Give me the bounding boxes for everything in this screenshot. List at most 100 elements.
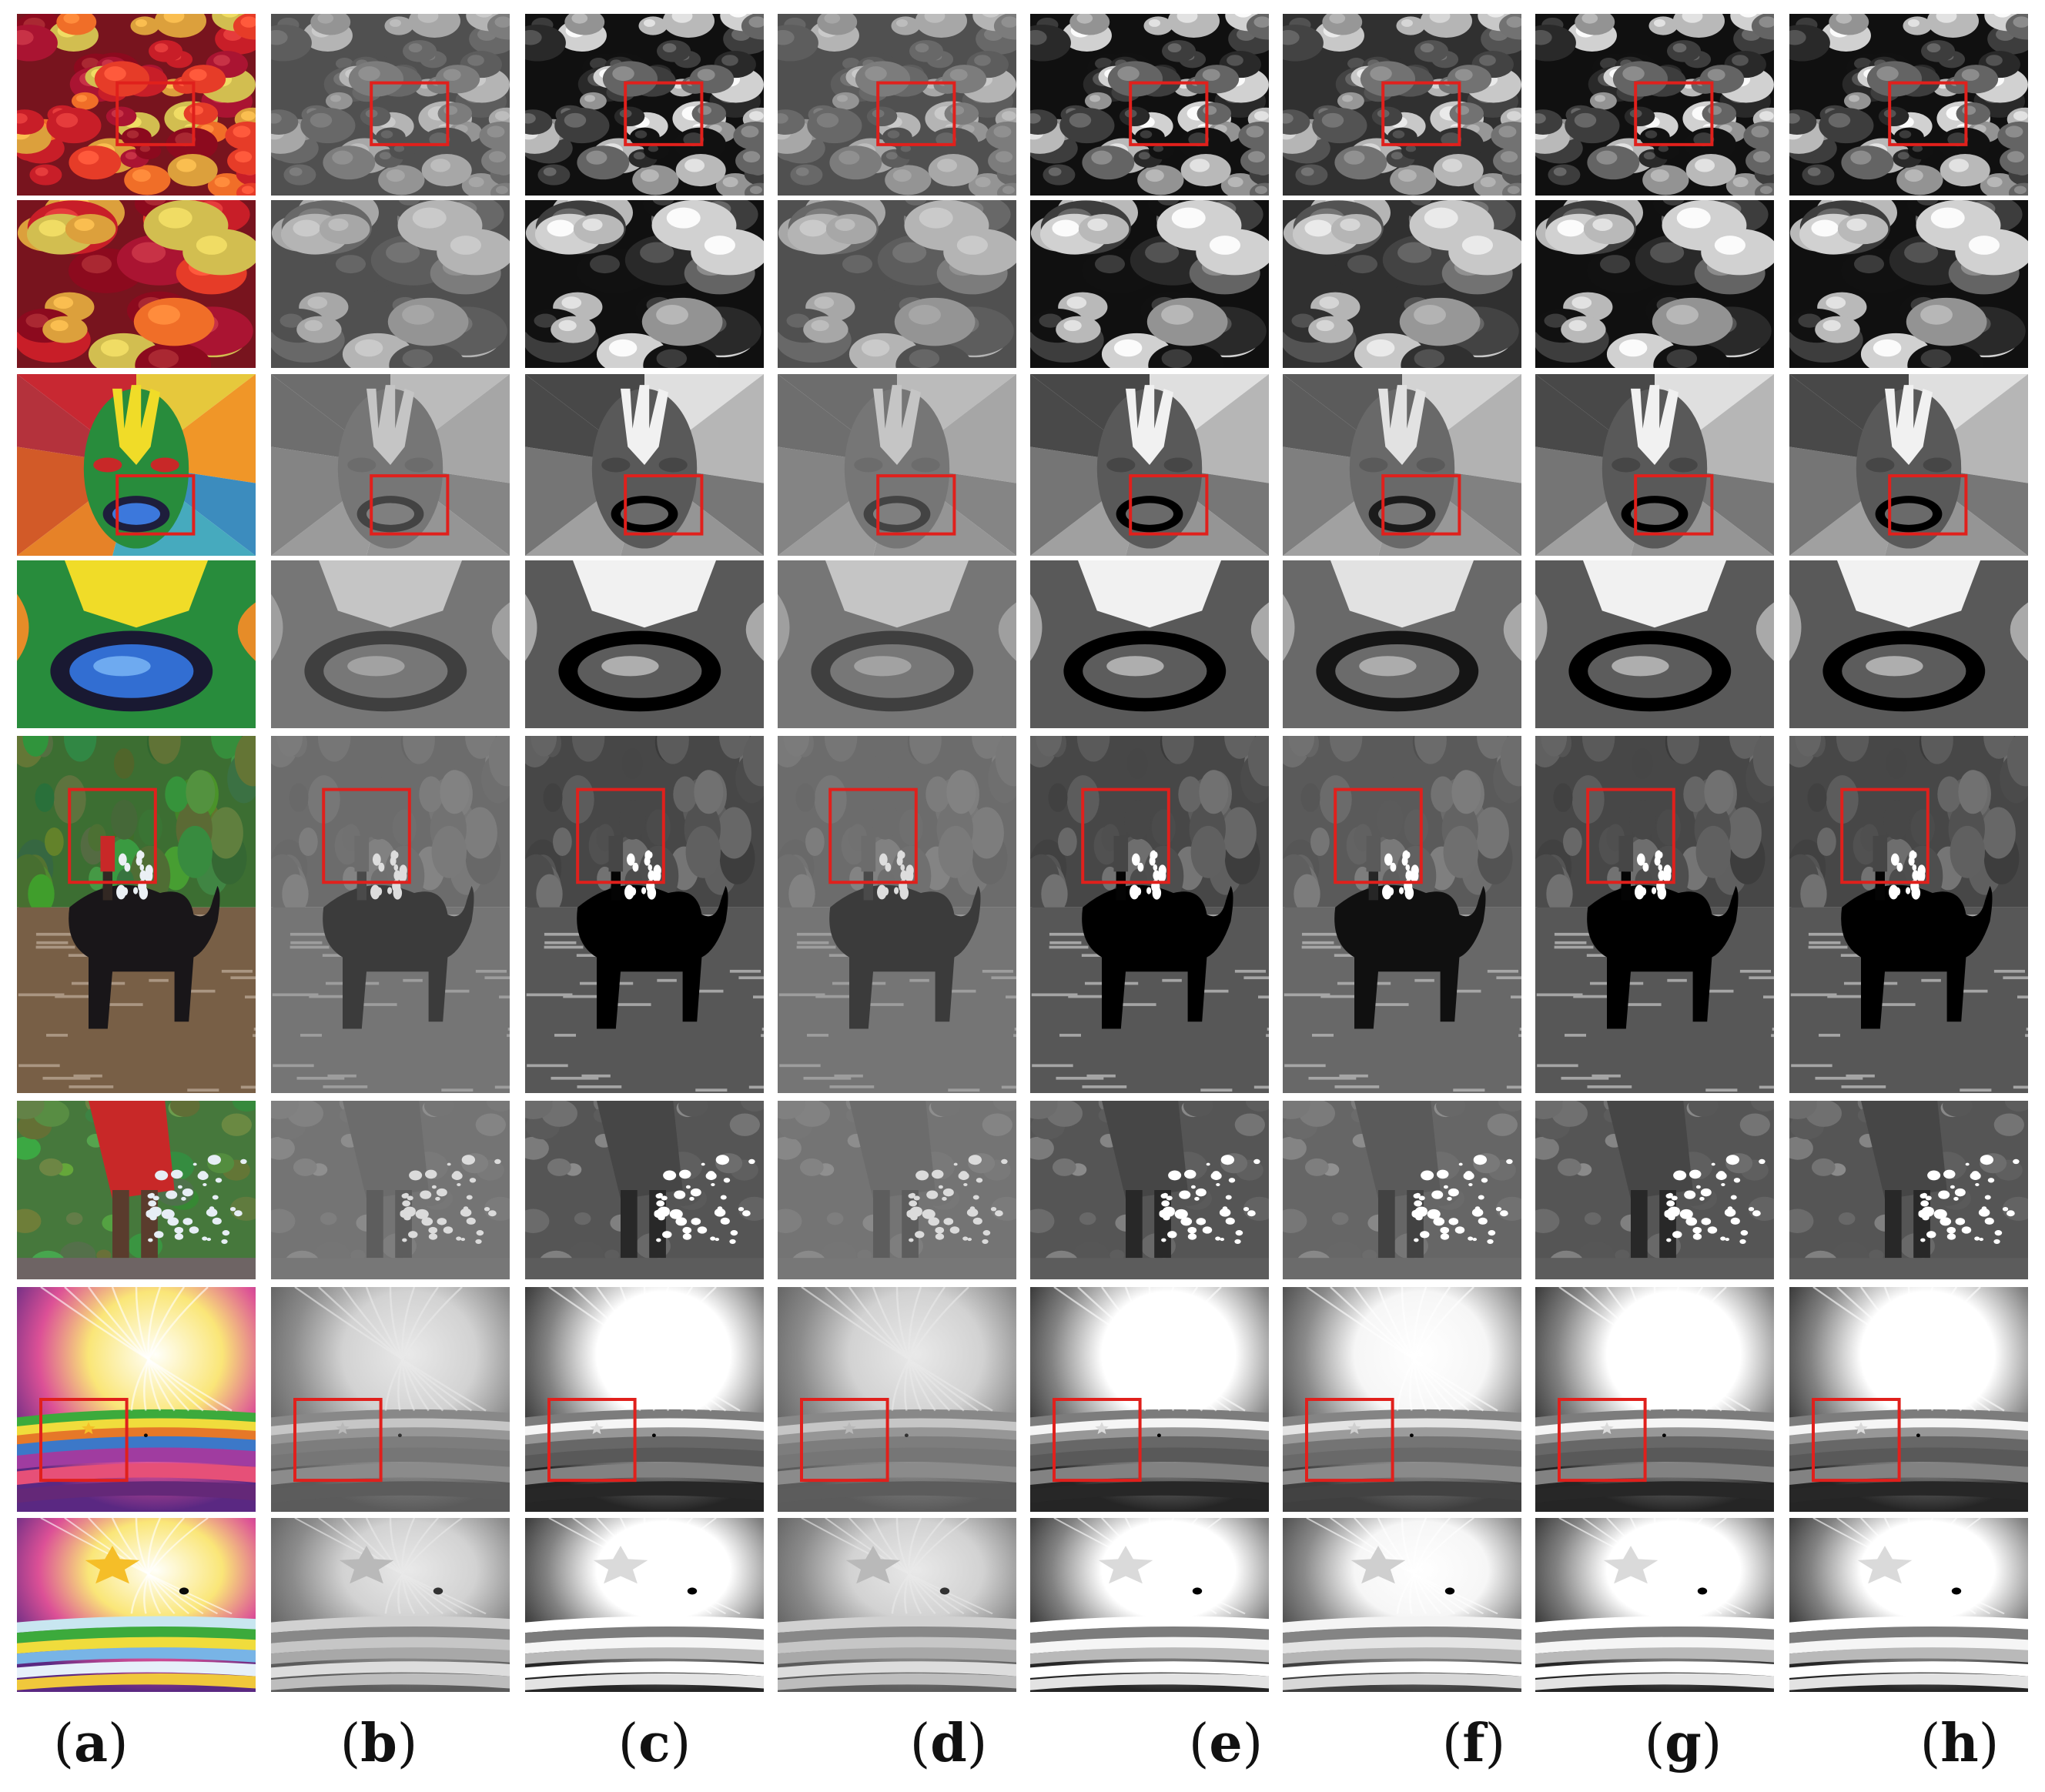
elephant — [69, 884, 220, 1029]
elephant-image — [1535, 1101, 1774, 1279]
elephant-image — [525, 1101, 764, 1279]
elephant — [1082, 884, 1233, 1029]
flowers-image — [525, 200, 764, 368]
swirl-image — [17, 1287, 256, 1512]
tile-mask-zoom-col4 — [778, 560, 1016, 728]
label-open-paren: ( — [1919, 1713, 1941, 1774]
elephant-image — [1789, 1101, 2028, 1279]
person — [1354, 1101, 1441, 1199]
flowers-image — [778, 200, 1016, 368]
swirl-image — [525, 1518, 764, 1692]
roi-box — [295, 1399, 381, 1480]
label-close-paren: ) — [1978, 1713, 2000, 1774]
tile-mask-zoom-col1 — [17, 560, 256, 728]
flowers-image — [1030, 200, 1269, 368]
roi-box — [1383, 476, 1459, 534]
elephant-image — [1789, 736, 2028, 1093]
swirl-image — [1789, 1518, 2028, 1692]
person — [849, 1101, 935, 1199]
roi-box — [549, 1399, 635, 1480]
elephant-image — [778, 736, 1016, 1093]
mask-image — [525, 560, 764, 728]
column-label-d: (d) — [872, 1713, 1026, 1774]
roi-box — [1889, 83, 1966, 145]
mask-mouth — [366, 503, 414, 525]
roi-box — [117, 83, 193, 145]
tile-mask-zoom-col7 — [1535, 560, 1774, 728]
tile-swirl-zoom-col8 — [1789, 1518, 2028, 1692]
star-shape — [1603, 1546, 1658, 1584]
star-shape — [336, 1422, 350, 1435]
roi-box — [577, 790, 664, 883]
column-label-h: (h) — [1883, 1713, 2037, 1774]
star-shape — [845, 1546, 901, 1584]
label-close-paren: ) — [1701, 1713, 1722, 1774]
label-close-paren: ) — [397, 1713, 418, 1774]
flowers-image — [1283, 200, 1521, 368]
tile-elephant-zoom-col2 — [271, 1101, 510, 1279]
roi-box — [69, 790, 156, 883]
tile-elephant-zoom-col7 — [1535, 1101, 1774, 1279]
swirl-image — [1535, 1287, 1774, 1512]
tile-elephant-full-col7 — [1535, 736, 1774, 1093]
tile-flowers-full-col6 — [1283, 14, 1521, 196]
swirl-image — [778, 1518, 1016, 1692]
mask-image — [1789, 560, 2028, 728]
star-shape — [82, 1422, 95, 1435]
roi-box — [371, 476, 447, 534]
roi-box — [1559, 1399, 1645, 1480]
label-letter: f — [1462, 1713, 1485, 1774]
label-letter: d — [930, 1713, 967, 1774]
flowers-image — [1030, 14, 1269, 196]
label-close-paren: ) — [966, 1713, 988, 1774]
tile-flowers-full-col8 — [1789, 14, 2028, 196]
swirl-image — [1535, 1518, 1774, 1692]
tile-flowers-full-col4 — [778, 14, 1016, 196]
tile-swirl-full-col2 — [271, 1287, 510, 1512]
tile-swirl-zoom-col2 — [271, 1518, 510, 1692]
elephant-image — [271, 1101, 510, 1279]
tile-mask-full-col3 — [525, 374, 764, 556]
mask-mouth — [621, 503, 668, 525]
roi-box — [1130, 83, 1207, 145]
roi-box — [1635, 83, 1712, 145]
tile-elephant-zoom-col3 — [525, 1101, 764, 1279]
swirl-image — [778, 1287, 1016, 1512]
roi-box — [1813, 1399, 1899, 1480]
elephant — [829, 884, 981, 1029]
roi-box — [323, 790, 410, 883]
tile-flowers-zoom-col7 — [1535, 200, 1774, 368]
label-open-paren: ( — [1644, 1713, 1665, 1774]
elephant — [577, 884, 728, 1029]
roi-box — [41, 1399, 127, 1480]
tile-mask-full-col2 — [271, 374, 510, 556]
tile-swirl-zoom-col4 — [778, 1518, 1016, 1692]
tile-flowers-full-col3 — [525, 14, 764, 196]
tile-elephant-full-col5 — [1030, 736, 1269, 1093]
mask-mouth — [112, 503, 160, 525]
flowers-image — [1789, 14, 2028, 196]
tile-elephant-zoom-col6 — [1283, 1101, 1521, 1279]
roi-box — [1588, 790, 1674, 883]
elephant-image — [1283, 1101, 1521, 1279]
swirl-image — [271, 1518, 510, 1692]
star-shape — [593, 1546, 648, 1584]
tile-flowers-zoom-col3 — [525, 200, 764, 368]
label-open-paren: ( — [53, 1713, 74, 1774]
roi-box — [1889, 476, 1966, 534]
mask-image — [271, 374, 510, 556]
mask-image — [17, 560, 256, 728]
roi-box — [625, 83, 701, 145]
tile-elephant-zoom-col5 — [1030, 1101, 1269, 1279]
mask-image — [1535, 560, 1774, 728]
elephant-image — [17, 1101, 256, 1279]
flowers-image — [1535, 14, 1774, 196]
tile-swirl-zoom-col5 — [1030, 1518, 1269, 1692]
tile-flowers-zoom-col1 — [17, 200, 256, 368]
label-letter: b — [360, 1713, 397, 1774]
star-shape — [1098, 1546, 1153, 1584]
swirl-image — [1030, 1518, 1269, 1692]
tile-flowers-full-col2 — [271, 14, 510, 196]
elephant-image — [525, 736, 764, 1093]
mask-image — [778, 560, 1016, 728]
